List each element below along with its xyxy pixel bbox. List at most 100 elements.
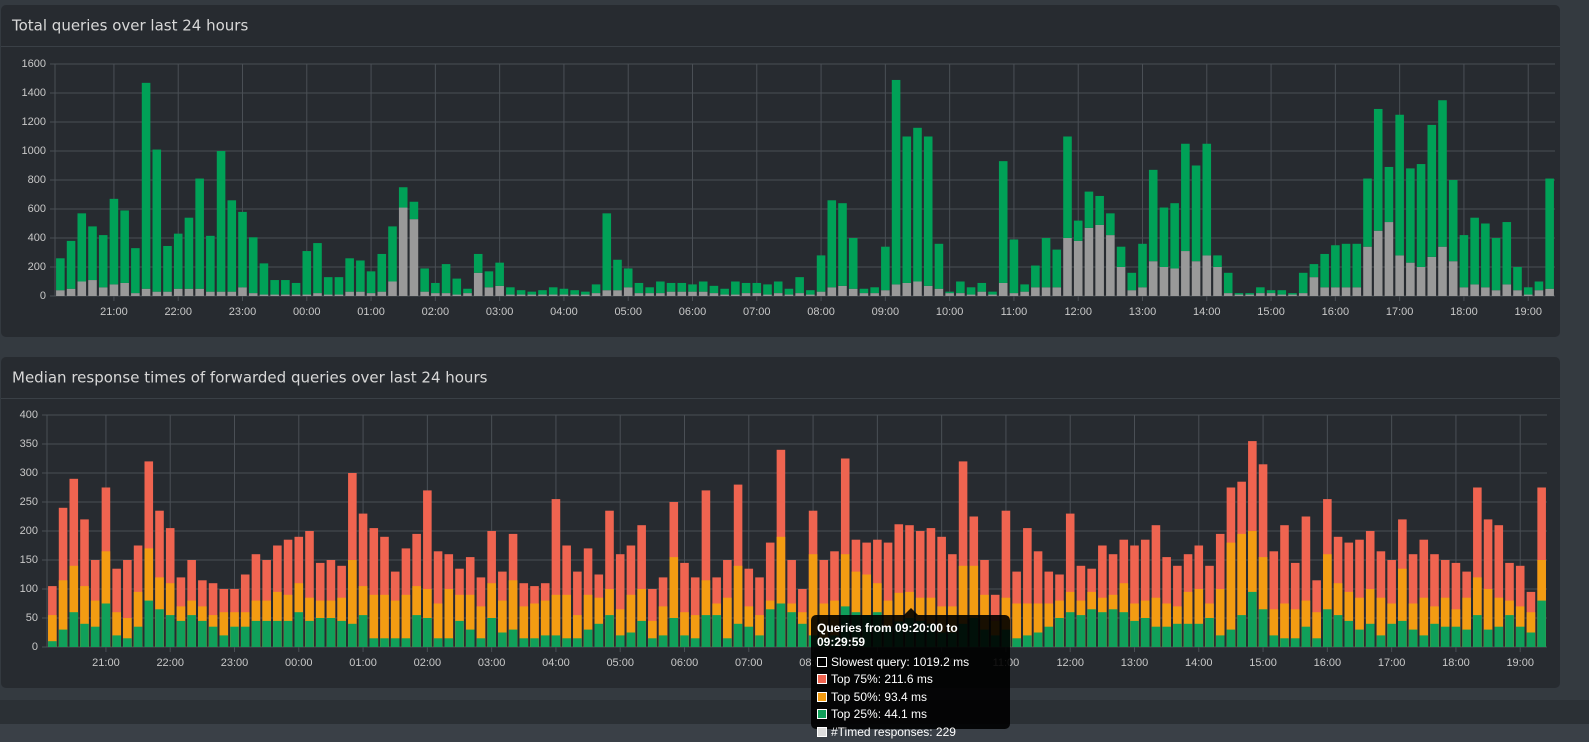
card: Total queries over last 24 hours 0 200 400…: [1, 5, 1560, 337]
bar: [795, 293, 804, 296]
bar: [741, 282, 751, 294]
bar: [219, 635, 229, 647]
bar: [1162, 603, 1171, 647]
bar: [1052, 287, 1062, 296]
x-tick-label: 15:00: [1249, 657, 1277, 669]
bar: [476, 606, 486, 647]
bar: [48, 641, 57, 647]
bar: [455, 620, 464, 647]
bar: [302, 294, 312, 296]
bar: [798, 623, 807, 647]
bar: [1181, 143, 1190, 252]
bar: [508, 580, 518, 647]
bar: [1266, 293, 1276, 296]
x-tick-label: 16:00: [1322, 306, 1350, 318]
bar: [141, 288, 151, 296]
chart-title: Total queries over last 24 hours: [11, 17, 248, 35]
bar: [1020, 284, 1029, 292]
bar: [548, 287, 558, 295]
x-tick-label: 22:00: [156, 657, 184, 669]
bar: [498, 632, 507, 647]
bar: [1151, 626, 1161, 647]
y-tick-label: 1200: [22, 116, 46, 128]
bar: [390, 600, 400, 647]
bar: [380, 536, 389, 647]
bar: [648, 638, 657, 647]
bar: [613, 259, 622, 291]
bar: [131, 248, 140, 294]
bar: [1515, 626, 1525, 647]
tooltip-item: Top 75%: 211.6 ms: [817, 671, 1004, 689]
x-tick-label: 12:00: [1064, 306, 1092, 318]
bar: [1127, 272, 1137, 291]
bar: [358, 513, 368, 647]
bar: [1341, 287, 1351, 296]
x-tick-label: 01:00: [349, 657, 377, 669]
bar: [827, 200, 837, 288]
bar: [1483, 519, 1493, 647]
bar: [1301, 600, 1311, 647]
bar: [473, 272, 483, 296]
bar: [465, 594, 475, 647]
bar: [623, 287, 633, 296]
bar: [123, 618, 132, 647]
bar: [1406, 168, 1415, 263]
bar: [551, 594, 561, 647]
bar: [755, 577, 764, 647]
bar: [380, 594, 389, 647]
bar: [163, 291, 172, 296]
bar: [1398, 620, 1407, 647]
bar: [998, 282, 1008, 296]
bar: [506, 294, 515, 296]
bar: [1459, 235, 1469, 288]
bar: [669, 618, 679, 647]
bar: [1106, 235, 1115, 296]
bar: [476, 638, 486, 647]
y-tick-label: 400: [28, 232, 46, 244]
bar: [270, 280, 279, 295]
bar: [123, 560, 132, 647]
bar: [1502, 222, 1512, 285]
bar: [1116, 267, 1126, 296]
bar: [776, 603, 786, 647]
bar: [390, 638, 400, 647]
bar: [1513, 267, 1522, 291]
chart: Median response times of forwarded queri…: [1, 369, 1560, 669]
x-tick-label: 18:00: [1450, 306, 1478, 318]
bar: [1248, 591, 1257, 647]
x-tick-label: 14:00: [1185, 657, 1213, 669]
bar: [369, 594, 379, 647]
bar: [163, 245, 172, 292]
bar: [409, 201, 419, 220]
bar: [1237, 615, 1246, 647]
bar: [615, 635, 625, 647]
bar: [409, 219, 419, 296]
bar: [551, 635, 561, 647]
bar: [1545, 178, 1554, 289]
bar: [1076, 615, 1086, 647]
bar: [701, 490, 711, 647]
bar: [615, 554, 625, 647]
bar: [1151, 525, 1161, 647]
bar: [752, 293, 762, 296]
bar: [323, 277, 333, 295]
bar: [723, 638, 732, 647]
bar: [1352, 243, 1362, 288]
bar: [1373, 230, 1383, 296]
bar: [1063, 136, 1072, 238]
bar: [1065, 612, 1075, 647]
bar: [1408, 554, 1418, 647]
bar: [623, 268, 633, 288]
bar: [334, 277, 344, 295]
bar: [1226, 629, 1236, 647]
bar: [1459, 287, 1469, 296]
tooltip-item: Slowest query: 1019.2 ms: [817, 653, 1004, 671]
bar: [1290, 638, 1300, 647]
bar: [1526, 632, 1536, 647]
bar: [69, 612, 79, 647]
bar: [1427, 256, 1437, 296]
bar: [1127, 290, 1137, 296]
bar: [495, 262, 504, 286]
bar: [1473, 487, 1482, 647]
bar: [583, 594, 593, 647]
